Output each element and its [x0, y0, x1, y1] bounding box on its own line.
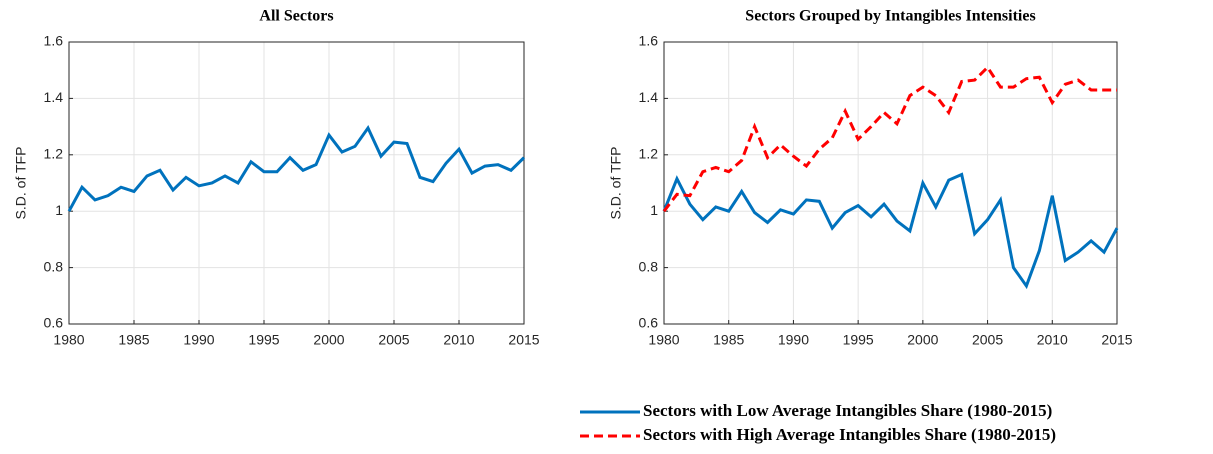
legend-label: Sectors with High Average Intangibles Sh…: [643, 425, 1056, 444]
x-tick-label: 1990: [778, 332, 809, 348]
chart-title: All Sectors: [259, 8, 333, 25]
y-tick-label: 1.4: [639, 89, 659, 105]
y-tick-label: 1.2: [44, 146, 64, 162]
x-tick-label: 2010: [443, 332, 474, 348]
y-tick-label: 0.6: [639, 315, 659, 331]
y-axis-label: S.D. of TFP: [608, 147, 624, 220]
x-tick-label: 1980: [53, 332, 84, 348]
y-tick-label: 1.6: [44, 33, 64, 49]
y-tick-label: 1: [650, 202, 658, 218]
x-tick-label: 1980: [648, 332, 679, 348]
x-tick-label: 1990: [183, 332, 214, 348]
x-tick-label: 1985: [713, 332, 744, 348]
plot-area: [664, 42, 1117, 324]
axes-frame: [663, 41, 1118, 325]
x-tick-label: 1995: [248, 332, 279, 348]
y-tick-label: 1.4: [44, 89, 64, 105]
data-line: [662, 172, 1119, 290]
x-tick-label: 2015: [1101, 332, 1132, 348]
chart-title: Sectors Grouped by Intangibles Intensiti…: [745, 8, 1035, 25]
y-tick-label: 1.2: [639, 146, 659, 162]
x-tick-label: 2000: [313, 332, 344, 348]
x-tick-label: 1985: [118, 332, 149, 348]
x-tick-label: 2015: [508, 332, 539, 348]
y-tick-label: 1.6: [639, 33, 659, 49]
data-line: [662, 65, 1117, 213]
y-axis-label: S.D. of TFP: [13, 147, 29, 220]
y-tick-label: 0.8: [639, 258, 659, 274]
plot-area: [69, 42, 524, 324]
x-tick-label: 2000: [907, 332, 938, 348]
y-tick-label: 0.6: [44, 315, 64, 331]
data-line: [67, 125, 526, 212]
x-tick-label: 1995: [843, 332, 874, 348]
x-tick-label: 2005: [378, 332, 409, 348]
legend-label: Sectors with Low Average Intangibles Sha…: [643, 401, 1052, 420]
axes-frame: [68, 41, 525, 325]
x-tick-label: 2010: [1037, 332, 1068, 348]
y-tick-label: 0.8: [44, 258, 64, 274]
x-tick-label: 2005: [972, 332, 1003, 348]
y-tick-label: 1: [55, 202, 63, 218]
